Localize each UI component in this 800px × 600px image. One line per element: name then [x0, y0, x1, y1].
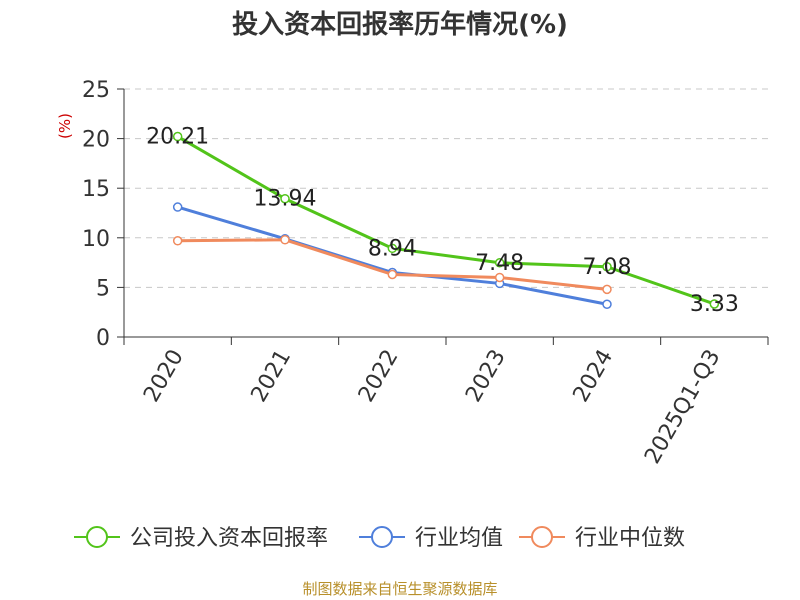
data-point: [602, 262, 612, 272]
data-point: [602, 284, 612, 295]
series-line: [176, 135, 715, 306]
legend-label: 行业中位数: [575, 526, 685, 551]
data-point: [709, 299, 720, 309]
y-tick-label: 5: [96, 276, 110, 301]
data-point: [602, 299, 612, 310]
legend-marker: [531, 526, 553, 548]
data-label: 20.21: [146, 125, 209, 150]
data-source-note: 制图数据来自恒生聚源数据库: [302, 580, 498, 598]
y-axis-label: (%): [56, 113, 74, 139]
data-point: [172, 131, 183, 142]
data-point: [387, 243, 398, 254]
data-point: [494, 258, 505, 268]
data-label: 7.08: [583, 255, 632, 280]
x-tick-label: 2025Q1-Q3: [640, 346, 725, 469]
y-tick-label: 10: [82, 227, 110, 252]
chart-title: 投入资本回报率历年情况(%): [232, 10, 568, 40]
legend-marker: [371, 526, 393, 548]
data-label: 7.48: [475, 251, 524, 276]
legend-marker: [86, 526, 108, 548]
x-tick-label: 2024: [569, 346, 619, 407]
data-point: [172, 236, 183, 246]
legend-label: 公司投入资本回报率: [130, 526, 328, 551]
y-tick-label: 15: [82, 177, 110, 202]
data-label: 13.94: [254, 187, 317, 212]
x-tick-label: 2022: [354, 346, 404, 407]
data-point: [280, 235, 290, 245]
x-tick-label: 2020: [139, 346, 189, 407]
x-tick-label: 2021: [247, 346, 297, 407]
data-point: [172, 202, 183, 212]
data-label: 8.94: [368, 236, 417, 261]
y-tick-label: 25: [82, 78, 110, 103]
legend-label: 行业均值: [415, 526, 503, 551]
data-point: [387, 269, 398, 280]
data-point: [280, 193, 290, 204]
data-label: 3.33: [690, 292, 739, 317]
y-tick-label: 0: [96, 326, 110, 351]
data-point: [494, 272, 505, 283]
x-tick-label: 2023: [461, 345, 511, 406]
y-tick-label: 20: [82, 128, 110, 153]
